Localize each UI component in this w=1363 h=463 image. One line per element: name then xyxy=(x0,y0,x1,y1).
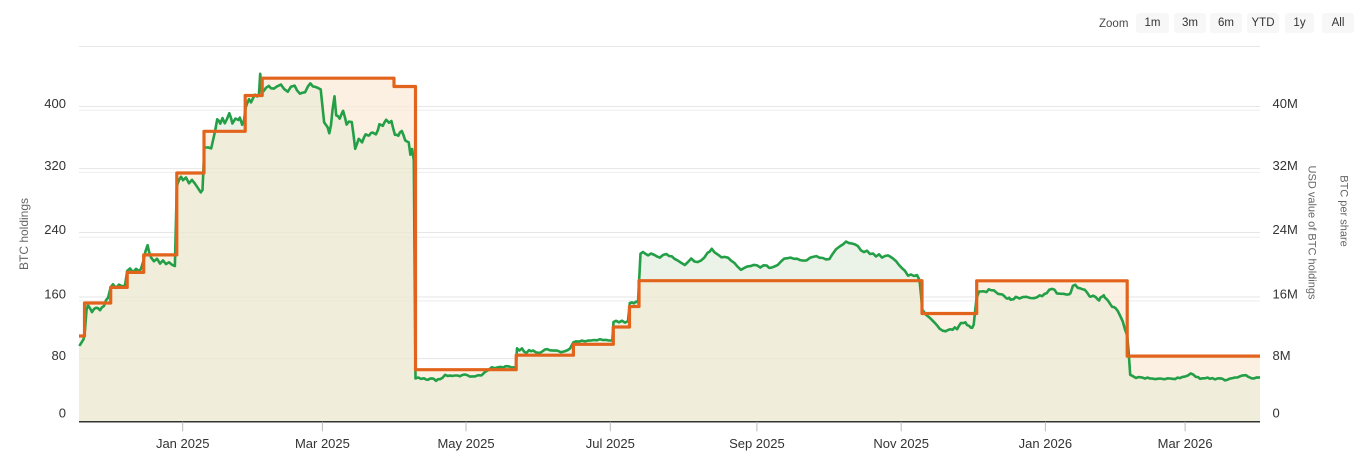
svg-text:32M: 32M xyxy=(1273,158,1298,173)
svg-text:160: 160 xyxy=(44,286,66,301)
svg-text:16M: 16M xyxy=(1273,287,1298,302)
svg-text:80: 80 xyxy=(52,348,66,363)
svg-text:320: 320 xyxy=(44,158,66,173)
svg-text:24M: 24M xyxy=(1273,222,1298,237)
svg-text:0: 0 xyxy=(59,406,66,421)
svg-text:BTC per share: BTC per share xyxy=(1338,175,1350,247)
svg-text:May 2025: May 2025 xyxy=(437,436,494,451)
svg-text:Sep 2025: Sep 2025 xyxy=(729,436,785,451)
svg-text:0: 0 xyxy=(1273,406,1280,421)
svg-text:8M: 8M xyxy=(1273,348,1291,363)
svg-text:BTC holdings: BTC holdings xyxy=(17,198,31,270)
svg-text:USD value of BTC holdings: USD value of BTC holdings xyxy=(1306,166,1318,300)
svg-text:Jul 2025: Jul 2025 xyxy=(586,436,635,451)
svg-text:Jan 2026: Jan 2026 xyxy=(1019,436,1073,451)
svg-text:40M: 40M xyxy=(1273,96,1298,111)
svg-text:Mar 2025: Mar 2025 xyxy=(295,436,350,451)
svg-text:Mar 2026: Mar 2026 xyxy=(1158,436,1213,451)
svg-text:400: 400 xyxy=(44,96,66,111)
svg-text:Nov 2025: Nov 2025 xyxy=(873,436,929,451)
svg-text:240: 240 xyxy=(44,222,66,237)
svg-text:Jan 2025: Jan 2025 xyxy=(156,436,210,451)
